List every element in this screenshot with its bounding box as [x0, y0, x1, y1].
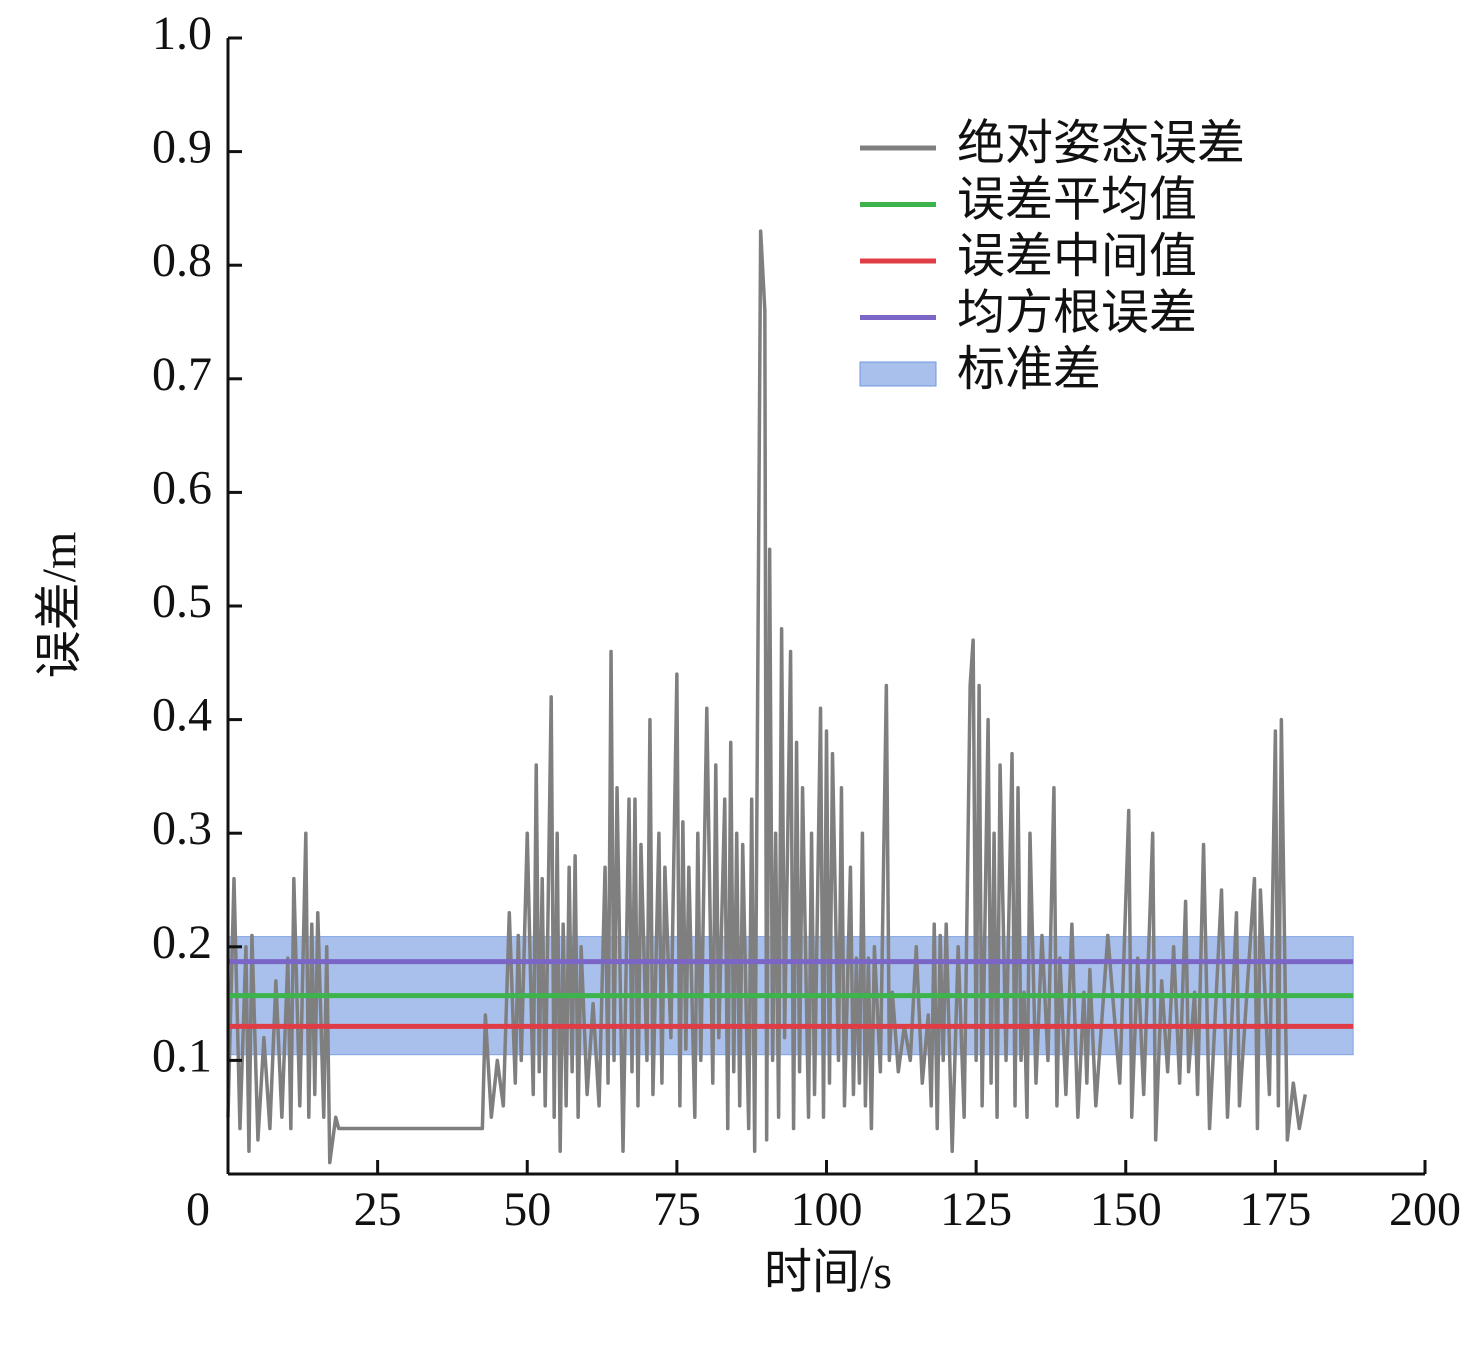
x-tick-label: 175	[1239, 1183, 1311, 1236]
x-tick-label: 0	[186, 1183, 210, 1236]
legend-label: 绝对姿态误差	[957, 117, 1245, 170]
y-tick-label: 0.7	[152, 348, 212, 401]
x-axis-label: 时间/s	[764, 1246, 892, 1299]
y-tick-label: 1.0	[152, 7, 212, 60]
x-tick-label: 200	[1389, 1183, 1461, 1236]
legend-label: 误差中间值	[957, 230, 1197, 283]
y-tick-label: 0.1	[152, 1029, 212, 1082]
error-line	[226, 229, 1308, 1165]
y-tick-label: 0.8	[152, 234, 212, 287]
y-tick-label: 0.5	[152, 575, 212, 628]
legend-label: 均方根误差	[957, 287, 1197, 340]
legend-label: 标准差	[957, 343, 1101, 396]
y-tick-label: 0.9	[152, 121, 212, 174]
legend-label: 误差平均值	[957, 174, 1197, 227]
y-tick-label: 0.6	[152, 461, 212, 514]
x-tick-label: 75	[653, 1183, 701, 1236]
y-tick-label: 0.4	[152, 689, 212, 742]
x-tick-label: 125	[940, 1183, 1012, 1236]
x-tick-label: 50	[503, 1183, 551, 1236]
y-tick-label: 0.3	[152, 802, 212, 855]
x-tick-label: 150	[1090, 1183, 1162, 1236]
x-tick-label: 25	[354, 1183, 402, 1236]
x-tick-label: 100	[791, 1183, 863, 1236]
legend-swatch	[859, 361, 937, 387]
y-axis-label: 误差/m	[33, 532, 86, 679]
y-tick-label: 0.2	[152, 916, 212, 969]
